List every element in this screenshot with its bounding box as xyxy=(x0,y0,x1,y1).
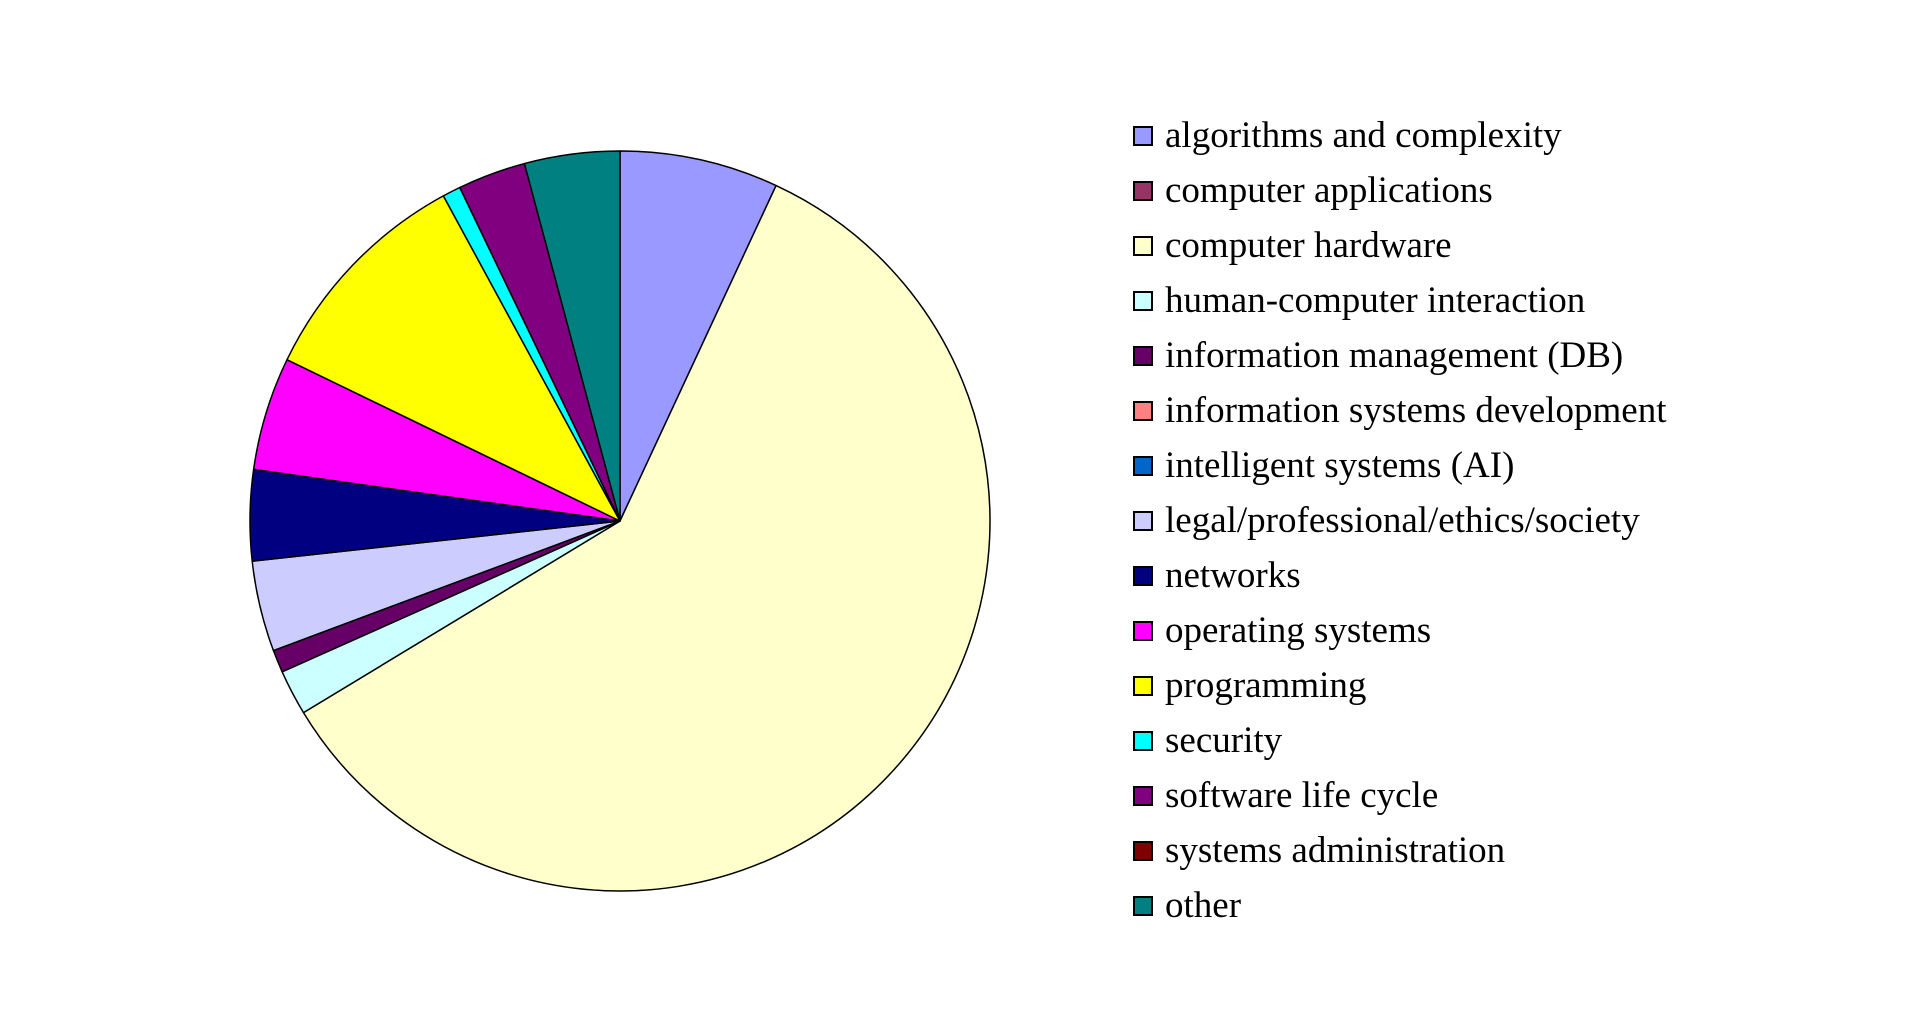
legend-label: programming xyxy=(1165,665,1367,706)
legend-label: networks xyxy=(1165,555,1301,596)
legend-label: human-computer interaction xyxy=(1165,280,1586,321)
legend-swatch xyxy=(1133,180,1153,201)
legend-item-information-management-db: information management (DB) xyxy=(1133,328,1666,383)
legend-label: other xyxy=(1165,885,1242,926)
pie-slice-computer-hardware xyxy=(302,184,991,892)
legend-item-other: other xyxy=(1133,878,1666,933)
legend-item-human-computer-interaction: human-computer interaction xyxy=(1133,273,1666,328)
legend-swatch xyxy=(1133,235,1153,256)
legend-item-programming: programming xyxy=(1133,658,1666,713)
legend-swatch xyxy=(1133,785,1153,806)
legend-item-legal-professional-ethics-society: legal/professional/ethics/society xyxy=(1133,493,1666,548)
legend-label: computer hardware xyxy=(1165,225,1452,266)
legend-item-intelligent-systems-ai: intelligent systems (AI) xyxy=(1133,438,1666,493)
legend-label: systems administration xyxy=(1165,830,1506,871)
legend-item-information-systems-development: information systems development xyxy=(1133,383,1666,438)
legend-label: operating systems xyxy=(1165,610,1432,651)
legend-item-computer-hardware: computer hardware xyxy=(1133,218,1666,273)
legend-swatch xyxy=(1133,840,1153,861)
legend-label: algorithms and complexity xyxy=(1165,115,1562,156)
legend-swatch xyxy=(1133,290,1153,311)
legend-label: software life cycle xyxy=(1165,775,1439,816)
pie-slice-other xyxy=(523,150,621,522)
legend-label: security xyxy=(1165,720,1283,761)
legend-item-systems-administration: systems administration xyxy=(1133,823,1666,878)
legend-item-operating-systems: operating systems xyxy=(1133,603,1666,658)
legend-swatch xyxy=(1133,620,1153,641)
pie-slice-algorithms-and-complexity xyxy=(619,150,777,522)
legend-label: legal/professional/ethics/society xyxy=(1165,500,1640,541)
legend-label: intelligent systems (AI) xyxy=(1165,445,1515,486)
legend-label: information management (DB) xyxy=(1165,335,1624,376)
legend-item-computer-applications: computer applications xyxy=(1133,163,1666,218)
legend-swatch xyxy=(1133,675,1153,696)
legend-swatch xyxy=(1133,125,1153,146)
legend-item-software-life-cycle: software life cycle xyxy=(1133,768,1666,823)
legend-swatch xyxy=(1133,455,1153,476)
legend-label: computer applications xyxy=(1165,170,1493,211)
legend-swatch xyxy=(1133,565,1153,586)
legend-item-security: security xyxy=(1133,713,1666,768)
legend-item-networks: networks xyxy=(1133,548,1666,603)
legend-item-algorithms-and-complexity: algorithms and complexity xyxy=(1133,108,1666,163)
pie-slice-programming xyxy=(286,195,621,522)
legend: algorithms and complexity computer applic… xyxy=(1133,108,1666,933)
legend-swatch xyxy=(1133,730,1153,751)
legend-swatch xyxy=(1133,400,1153,421)
legend-label: information systems development xyxy=(1165,390,1667,431)
legend-swatch xyxy=(1133,345,1153,366)
legend-swatch xyxy=(1133,510,1153,531)
legend-swatch xyxy=(1133,895,1153,916)
